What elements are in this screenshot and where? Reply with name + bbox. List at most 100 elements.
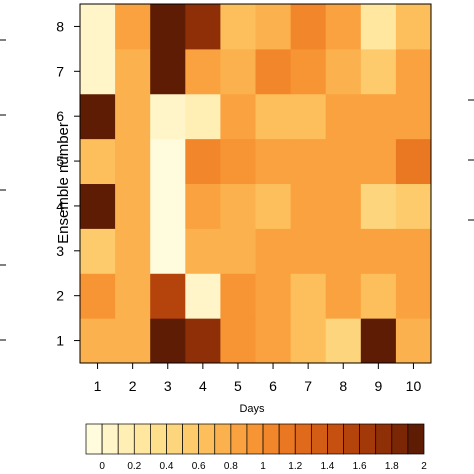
- heatmap-cell-day1-ens3: [80, 228, 116, 274]
- heatmap-cell-day3-ens3: [150, 228, 186, 274]
- heatmap-cell-day2-ens1: [115, 318, 151, 364]
- heatmap-cell-day10-ens5: [395, 138, 432, 185]
- heatmap-cell-day7-ens5: [290, 138, 327, 185]
- plot-frame: [79, 3, 432, 364]
- heatmap-cell-day7-ens6: [290, 93, 327, 140]
- heatmap-cell-day10-ens2: [395, 273, 432, 319]
- heatmap-cell-day2-ens7: [115, 48, 151, 95]
- heatmap-cell-day3-ens6: [150, 93, 186, 140]
- x-tick-label: 1: [94, 378, 102, 394]
- heatmap-cell-day4-ens7: [185, 48, 221, 95]
- heatmap-cell-day9-ens7: [360, 48, 397, 95]
- colorbar-swatch: [391, 423, 409, 455]
- heatmap-cell-day6-ens7: [255, 48, 292, 95]
- colorbar-swatch: [407, 423, 425, 455]
- heatmap-cell-day9-ens8: [360, 4, 397, 50]
- heatmap-cell-day8-ens7: [325, 48, 362, 95]
- x-axis-title: Days: [239, 403, 265, 415]
- colorbar-swatch: [214, 423, 232, 455]
- colorbar-swatch: [294, 423, 312, 455]
- colorbar-swatch: [343, 423, 360, 455]
- heatmap-cell-day1-ens4: [80, 183, 116, 229]
- heatmap-cell-day10-ens6: [395, 93, 432, 140]
- heatmap-cell-day8-ens6: [325, 93, 362, 140]
- heatmap-cell-day10-ens1: [395, 318, 432, 364]
- colorbar-swatch: [359, 423, 377, 455]
- heatmap-cell-day9-ens2: [360, 273, 397, 319]
- heatmap-cell-day5-ens6: [220, 93, 256, 140]
- x-tick-label: 5: [234, 378, 242, 394]
- heatmap-cell-day9-ens3: [360, 228, 397, 274]
- x-tick-label: 3: [164, 378, 172, 394]
- colorbar-tick-label: 1.8: [385, 461, 399, 472]
- heatmap-cell-day7-ens4: [290, 183, 327, 229]
- heatmap-cell-day5-ens1: [220, 318, 256, 364]
- colorbar: [85, 423, 425, 455]
- heatmap-cell-day2-ens4: [115, 183, 151, 229]
- heatmap-cell-day2-ens3: [115, 228, 151, 274]
- heatmap-cells: [80, 4, 432, 364]
- y-tick-label: 6: [56, 108, 64, 124]
- colorbar-tick-label: 0.6: [192, 461, 206, 472]
- heatmap-cell-day5-ens2: [220, 273, 256, 319]
- colorbar-swatch: [133, 423, 151, 455]
- right-panel-fragment: [468, 99, 474, 221]
- heatmap-cell-day3-ens2: [150, 273, 186, 319]
- colorbar-tick-label: 0.2: [127, 461, 141, 472]
- heatmap-cell-day5-ens4: [220, 183, 256, 229]
- y-tick-label: 7: [56, 63, 64, 79]
- colorbar-swatch: [117, 423, 135, 455]
- y-tick-label: 5: [56, 153, 64, 169]
- heatmap-cell-day8-ens1: [325, 318, 362, 364]
- heatmap-cell-day3-ens5: [150, 138, 186, 185]
- heatmap-cell-day10-ens4: [395, 183, 432, 229]
- heatmap-cell-day8-ens8: [325, 4, 362, 50]
- heatmap-cell-day3-ens7: [150, 48, 186, 95]
- colorbar-swatch: [85, 423, 103, 455]
- heatmap-cell-day1-ens5: [80, 138, 116, 185]
- heatmap-cell-day1-ens2: [80, 273, 116, 319]
- y-tick-label: 1: [56, 333, 64, 349]
- colorbar-swatch: [310, 423, 328, 455]
- heatmap-cell-day6-ens4: [255, 183, 292, 229]
- heatmap-cell-day5-ens8: [220, 4, 256, 50]
- colorbar-swatch: [101, 423, 119, 455]
- colorbar-tick-label: 0.4: [160, 461, 174, 472]
- colorbar-swatch: [150, 423, 167, 455]
- heatmap-cell-day4-ens2: [185, 273, 221, 319]
- x-tick-label: 8: [339, 378, 347, 394]
- colorbar-swatch: [230, 423, 248, 455]
- y-tick-label: 3: [56, 243, 64, 259]
- x-tick-label: 10: [406, 378, 422, 394]
- left-panel-fragment: [0, 39, 6, 341]
- colorbar-swatch: [327, 423, 344, 455]
- heatmap-cell-day4-ens1: [185, 318, 221, 364]
- heatmap-cell-day6-ens2: [255, 273, 292, 319]
- colorbar-swatch: [166, 423, 183, 455]
- heatmap-cell-day9-ens4: [360, 183, 397, 229]
- heatmap-cell-day3-ens4: [150, 183, 186, 229]
- x-axis: 1 2 3 4 5 6 7 8 9 10: [94, 363, 422, 394]
- colorbar-swatch: [198, 423, 216, 455]
- y-axis: 1 2 3 4 5 6 7 8: [56, 18, 80, 349]
- heatmap-cell-day1-ens1: [80, 318, 116, 364]
- heatmap-cell-day2-ens2: [115, 273, 151, 319]
- colorbar-tick-label: 1: [260, 461, 266, 472]
- heatmap-cell-day7-ens1: [290, 318, 327, 364]
- heatmap-cell-day1-ens6: [80, 93, 116, 140]
- heatmap-cell-day10-ens7: [395, 48, 432, 95]
- heatmap-cell-day6-ens3: [255, 228, 292, 274]
- colorbar-swatch: [278, 423, 296, 455]
- heatmap-cell-day4-ens5: [185, 138, 221, 185]
- heatmap-cell-day9-ens6: [360, 93, 397, 140]
- colorbar-tick-label: 1.2: [288, 461, 302, 472]
- heatmap-cell-day2-ens5: [115, 138, 151, 185]
- y-tick-label: 4: [56, 198, 64, 214]
- heatmap-cell-day9-ens1: [360, 318, 397, 364]
- heatmap-cell-day7-ens8: [290, 4, 327, 50]
- colorbar-tick-label: 2: [421, 461, 427, 472]
- colorbar-swatch: [246, 423, 264, 455]
- heatmap-cell-day4-ens6: [185, 93, 221, 140]
- colorbar-tick-label: 0.8: [224, 461, 238, 472]
